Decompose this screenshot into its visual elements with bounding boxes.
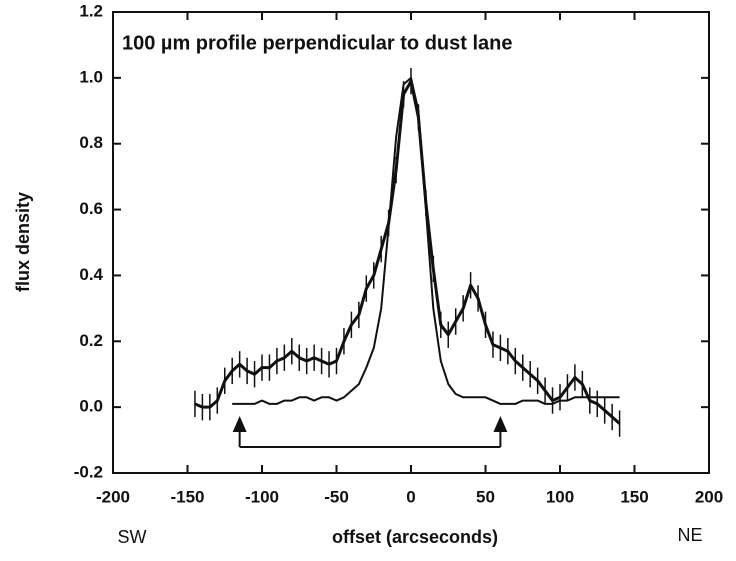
y-axis-label: flux density: [13, 192, 33, 292]
y-tick-label: -0.2: [74, 462, 103, 481]
x-tick-label: -100: [245, 487, 279, 506]
y-tick-label: 0.4: [79, 265, 103, 284]
y-tick-label: 1.2: [79, 1, 103, 20]
y-tick-label: 1.0: [79, 67, 103, 86]
sw-label: SW: [118, 527, 147, 547]
x-tick-label: 50: [476, 487, 495, 506]
y-tick-label: 0.6: [79, 199, 103, 218]
y-tick-label: 0.2: [79, 331, 103, 350]
x-tick-label: -50: [324, 487, 349, 506]
y-tick-label: 0.0: [79, 397, 103, 416]
x-tick-label: -200: [96, 487, 130, 506]
x-tick-label: 150: [620, 487, 648, 506]
x-tick-label: 0: [406, 487, 415, 506]
x-tick-label: -150: [170, 487, 204, 506]
series-line: [232, 76, 620, 405]
series-line: [194, 79, 621, 425]
chart-title: 100 µm profile perpendicular to dust lan…: [122, 32, 513, 54]
x-tick-label: 200: [695, 487, 723, 506]
ne-label: NE: [677, 525, 702, 545]
y-tick-label: 0.8: [79, 133, 103, 152]
arrow-head: [493, 416, 508, 432]
x-axis-label: offset (arcseconds): [332, 527, 498, 547]
arrow-head: [232, 416, 247, 432]
x-tick-label: 100: [546, 487, 574, 506]
